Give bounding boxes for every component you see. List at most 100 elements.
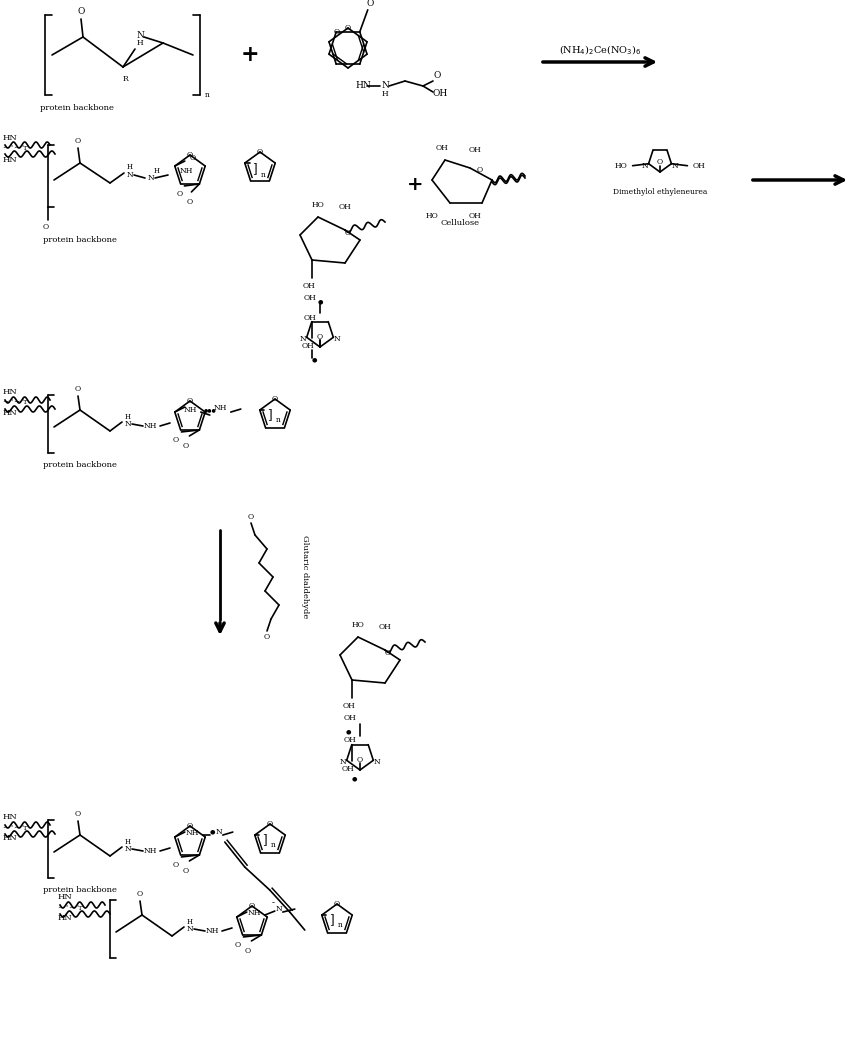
Text: O: O	[366, 0, 374, 8]
Text: OH: OH	[303, 282, 315, 290]
Text: protein backbone: protein backbone	[43, 236, 117, 244]
Text: N: N	[147, 174, 154, 182]
Text: H: H	[154, 167, 160, 175]
Text: O: O	[257, 148, 263, 156]
Text: ●: ●	[352, 776, 357, 781]
Text: HN: HN	[3, 134, 18, 142]
Text: OH: OH	[344, 736, 357, 744]
Text: N: N	[187, 925, 194, 933]
Text: OH: OH	[339, 203, 351, 211]
Text: H: H	[381, 90, 388, 98]
Text: OH: OH	[302, 342, 315, 349]
Text: O: O	[477, 166, 483, 174]
Text: O: O	[189, 154, 196, 162]
Text: O: O	[249, 902, 255, 910]
Text: H: H	[136, 38, 143, 47]
Text: O: O	[77, 7, 85, 17]
Text: O: O	[187, 397, 193, 405]
Text: O: O	[183, 442, 189, 450]
Text: O: O	[267, 820, 273, 828]
Text: O: O	[317, 333, 323, 341]
Text: protein backbone: protein backbone	[40, 104, 114, 112]
Text: OH: OH	[379, 623, 392, 631]
Text: NH: NH	[184, 406, 197, 414]
Text: O: O	[43, 223, 49, 231]
Text: ●: ●	[210, 830, 215, 834]
Text: HN: HN	[3, 834, 18, 842]
Text: n: n	[338, 921, 342, 929]
Text: Cellulose: Cellulose	[440, 219, 480, 227]
Text: H: H	[125, 413, 131, 421]
Text: ]: ]	[329, 913, 334, 927]
Text: N: N	[124, 420, 131, 428]
Text: protein backbone: protein backbone	[43, 886, 117, 894]
Text: NH: NH	[248, 909, 261, 917]
Text: ●: ●	[317, 300, 323, 305]
Text: O: O	[345, 229, 351, 237]
Text: O: O	[187, 822, 193, 830]
Text: N: N	[136, 30, 144, 40]
Text: ]: ]	[262, 833, 267, 847]
Text: HN: HN	[58, 893, 73, 901]
Text: NH: NH	[143, 847, 157, 855]
Text: O: O	[248, 513, 254, 521]
Text: n: n	[261, 171, 265, 179]
Text: O: O	[345, 24, 351, 32]
Text: NH: NH	[186, 829, 200, 837]
Text: HN: HN	[3, 813, 18, 821]
Text: N: N	[381, 81, 389, 90]
Text: NH: NH	[143, 422, 157, 430]
Text: $\sim$'$\sim$'r: $\sim$'$\sim$'r	[1, 823, 29, 832]
Text: OH: OH	[435, 144, 448, 152]
Text: n: n	[270, 841, 275, 849]
Text: O: O	[357, 756, 363, 764]
Text: N: N	[215, 828, 222, 836]
Text: O: O	[657, 158, 663, 166]
Text: HN: HN	[3, 156, 18, 164]
Text: ●: ●	[345, 729, 351, 734]
Text: O: O	[272, 395, 278, 402]
Text: O: O	[187, 151, 193, 159]
Text: (NH$_4$)$_2$Ce(NO$_3$)$_6$: (NH$_4$)$_2$Ce(NO$_3$)$_6$	[559, 44, 641, 57]
Text: -: -	[272, 899, 274, 908]
Text: OH: OH	[344, 714, 357, 722]
Text: HN: HN	[3, 388, 18, 396]
Text: HO: HO	[351, 621, 364, 629]
Text: O: O	[75, 810, 81, 818]
Text: O: O	[183, 867, 189, 875]
Text: N: N	[339, 758, 346, 766]
Text: OH: OH	[469, 146, 482, 154]
Text: N: N	[299, 335, 306, 343]
Text: NH: NH	[214, 405, 227, 412]
Text: ]: ]	[267, 409, 272, 421]
Text: +: +	[241, 44, 260, 66]
Text: O: O	[137, 890, 143, 898]
Text: N: N	[334, 335, 341, 343]
Text: N: N	[127, 171, 134, 179]
Text: HN: HN	[58, 914, 73, 922]
Text: OH: OH	[433, 89, 447, 99]
Text: O: O	[75, 137, 81, 145]
Text: OH: OH	[341, 764, 354, 773]
Text: $\sim$'$\sim$'r: $\sim$'$\sim$'r	[1, 397, 29, 407]
Text: R: R	[123, 75, 128, 83]
Text: O: O	[244, 947, 250, 955]
Text: H: H	[125, 838, 131, 846]
Text: O: O	[234, 941, 241, 948]
Text: O: O	[172, 861, 178, 869]
Text: N: N	[641, 161, 648, 170]
Text: Glutaric dialdehyde: Glutaric dialdehyde	[301, 536, 309, 619]
Text: OH: OH	[343, 702, 356, 710]
Text: Dimethylol ethyleneurea: Dimethylol ethyleneurea	[613, 188, 707, 196]
Text: N: N	[124, 844, 131, 853]
Text: O: O	[334, 900, 340, 908]
Text: $\sim$'$\sim$'r: $\sim$'$\sim$'r	[56, 903, 85, 911]
Text: HO: HO	[312, 201, 325, 209]
Text: O: O	[333, 28, 339, 35]
Text: n: n	[275, 416, 280, 424]
Text: O: O	[385, 649, 391, 657]
Text: O: O	[434, 72, 440, 80]
Text: protein backbone: protein backbone	[43, 461, 117, 469]
Text: O: O	[75, 385, 81, 393]
Text: HN: HN	[3, 409, 18, 417]
